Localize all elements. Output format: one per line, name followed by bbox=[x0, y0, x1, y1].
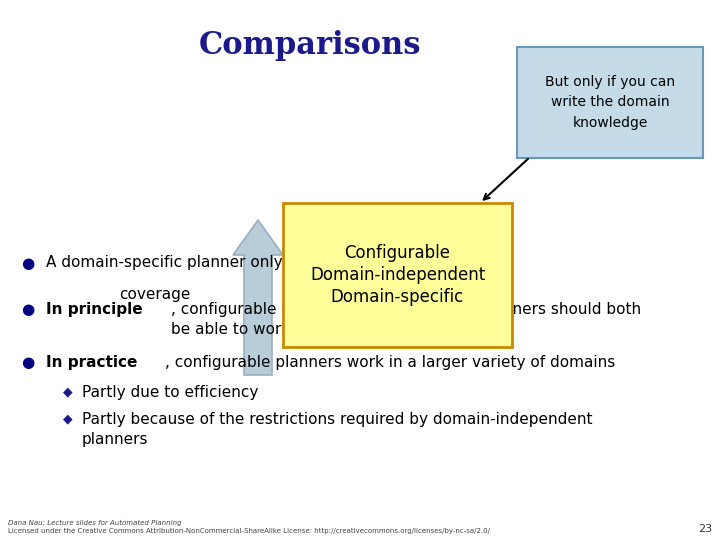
Text: ◆: ◆ bbox=[63, 385, 73, 398]
Text: Configurable: Configurable bbox=[344, 244, 451, 262]
Text: In practice: In practice bbox=[46, 355, 138, 370]
Text: coverage: coverage bbox=[120, 287, 191, 302]
Text: Partly due to efficiency: Partly due to efficiency bbox=[82, 385, 258, 400]
Text: Dana Nau: Lecture slides for Automated Planning: Dana Nau: Lecture slides for Automated P… bbox=[8, 520, 181, 526]
Text: ●: ● bbox=[22, 355, 35, 370]
FancyArrow shape bbox=[233, 220, 283, 375]
Text: , configurable planners work in a larger variety of domains: , configurable planners work in a larger… bbox=[165, 355, 615, 370]
Text: Partly because of the restrictions required by domain-independent
planners: Partly because of the restrictions requi… bbox=[82, 412, 593, 448]
Text: A domain-specific planner only works in one domain: A domain-specific planner only works in … bbox=[46, 255, 447, 271]
Text: , configurable and domain-independent planners should both
be able to work in an: , configurable and domain-independent pl… bbox=[171, 302, 642, 338]
Text: Comparisons: Comparisons bbox=[199, 30, 421, 61]
Text: Domain-specific: Domain-specific bbox=[331, 288, 464, 306]
FancyBboxPatch shape bbox=[283, 203, 512, 347]
Text: ●: ● bbox=[22, 302, 35, 317]
Text: In principle: In principle bbox=[46, 302, 143, 317]
Text: 23: 23 bbox=[698, 524, 712, 534]
Text: Licensed under the Creative Commons Attribution-NonCommercial-ShareAlike License: Licensed under the Creative Commons Attr… bbox=[8, 528, 490, 534]
Text: Domain-independent: Domain-independent bbox=[310, 266, 485, 284]
Text: ◆: ◆ bbox=[63, 412, 73, 425]
FancyBboxPatch shape bbox=[517, 47, 703, 158]
Text: ●: ● bbox=[22, 255, 35, 271]
Text: But only if you can
write the domain
knowledge: But only if you can write the domain kno… bbox=[545, 75, 675, 130]
